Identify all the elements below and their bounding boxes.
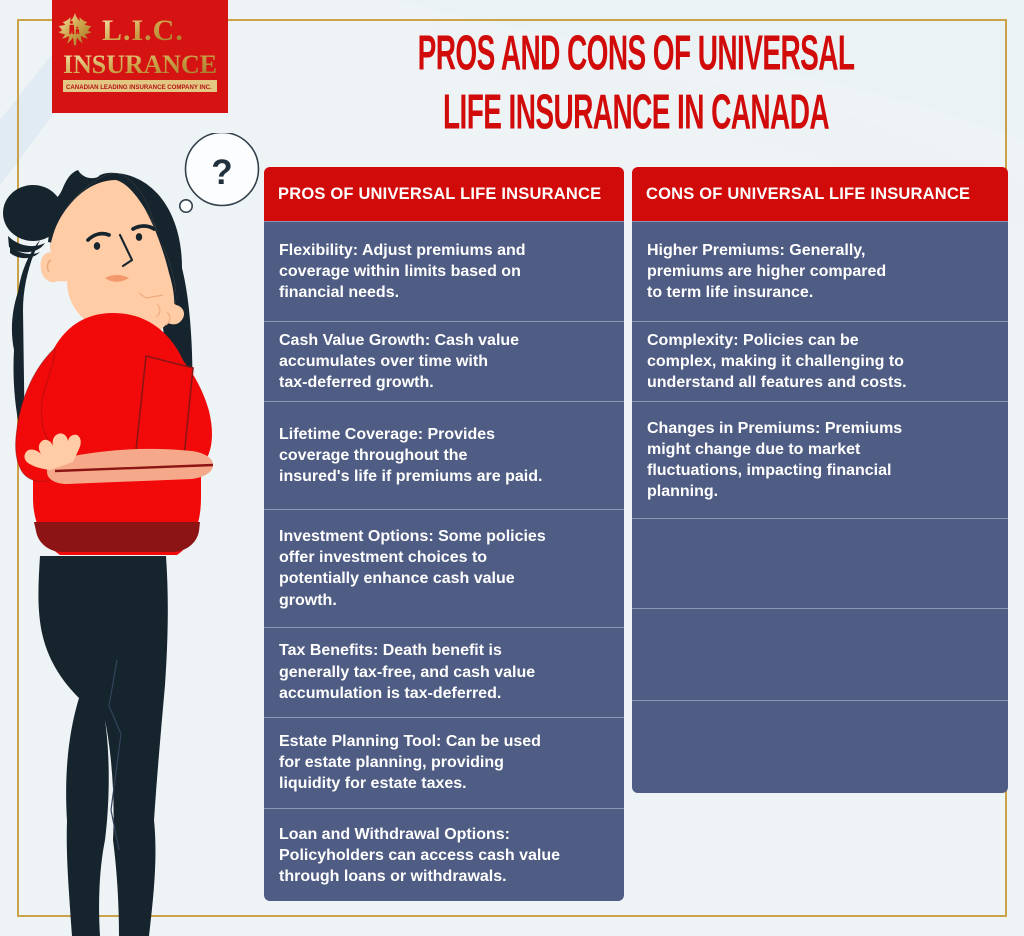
svg-text:INSURANCE: INSURANCE: [63, 50, 217, 79]
svg-text:L.I.C.: L.I.C.: [102, 14, 184, 47]
svg-text:?: ?: [211, 153, 232, 192]
svg-text:CANADIAN LEADING INSURANCE COM: CANADIAN LEADING INSURANCE COMPANY INC.: [66, 84, 212, 91]
